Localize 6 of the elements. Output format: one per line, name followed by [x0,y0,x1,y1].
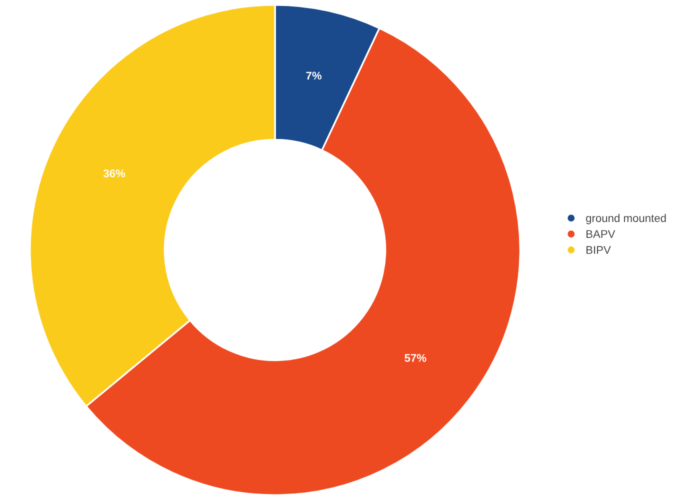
legend-label: ground mounted [586,214,666,224]
data-label: 57% [404,354,426,362]
data-label: 36% [103,169,126,178]
data-label: 7% [306,72,322,80]
legend-label: BIPV [586,246,611,254]
legend-label: BAPV [586,230,616,238]
